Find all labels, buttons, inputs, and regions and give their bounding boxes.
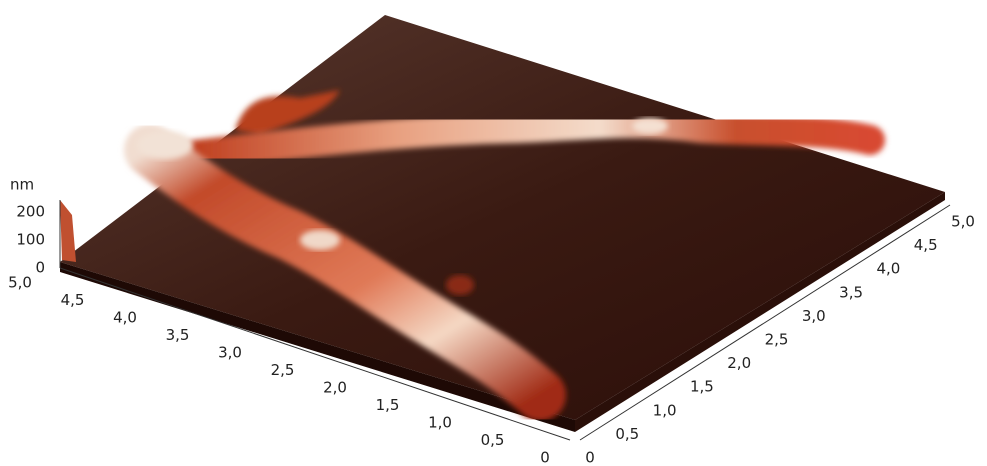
right-tick-label: 2,5 bbox=[765, 331, 789, 349]
z-tick-label: 0 bbox=[35, 259, 45, 277]
right-tick-label: 1,5 bbox=[690, 378, 714, 396]
left-tick-label: 2,5 bbox=[271, 361, 295, 379]
right-tick-label: 4,0 bbox=[876, 260, 900, 278]
left-tick-label: 1,5 bbox=[376, 396, 400, 414]
right-tick-label: 1,0 bbox=[653, 401, 677, 419]
left-tick-label: 4,0 bbox=[113, 309, 137, 327]
z-tick-label: 100 bbox=[16, 231, 45, 249]
left-tick-label: 0,5 bbox=[481, 431, 505, 449]
left-tick-label: 3,0 bbox=[218, 344, 242, 362]
left-tick-label: 3,5 bbox=[166, 326, 190, 344]
surface bbox=[60, 15, 945, 432]
z-tick-label: 200 bbox=[16, 203, 45, 221]
right-tick-label: 3,5 bbox=[839, 283, 863, 301]
right-tick-label: 5,0 bbox=[951, 213, 975, 231]
left-tick-label: 0 bbox=[540, 449, 550, 466]
right-tick-label: 4,5 bbox=[914, 236, 938, 254]
right-tick-label: 0 bbox=[585, 449, 595, 466]
left-tick-label: 2,0 bbox=[323, 379, 347, 397]
left-tick-label: 5,0 bbox=[8, 274, 32, 292]
right-tick-label: 0,5 bbox=[615, 425, 639, 443]
left-tick-label: 1,0 bbox=[428, 414, 452, 432]
z-axis-unit: nm bbox=[10, 176, 34, 194]
left-tick-label: 4,5 bbox=[61, 291, 85, 309]
right-tick-label: 3,0 bbox=[802, 307, 826, 325]
afm-image: nm20010005,04,54,03,53,02,52,01,51,00,50… bbox=[0, 0, 987, 466]
right-tick-label: 2,0 bbox=[727, 354, 751, 372]
